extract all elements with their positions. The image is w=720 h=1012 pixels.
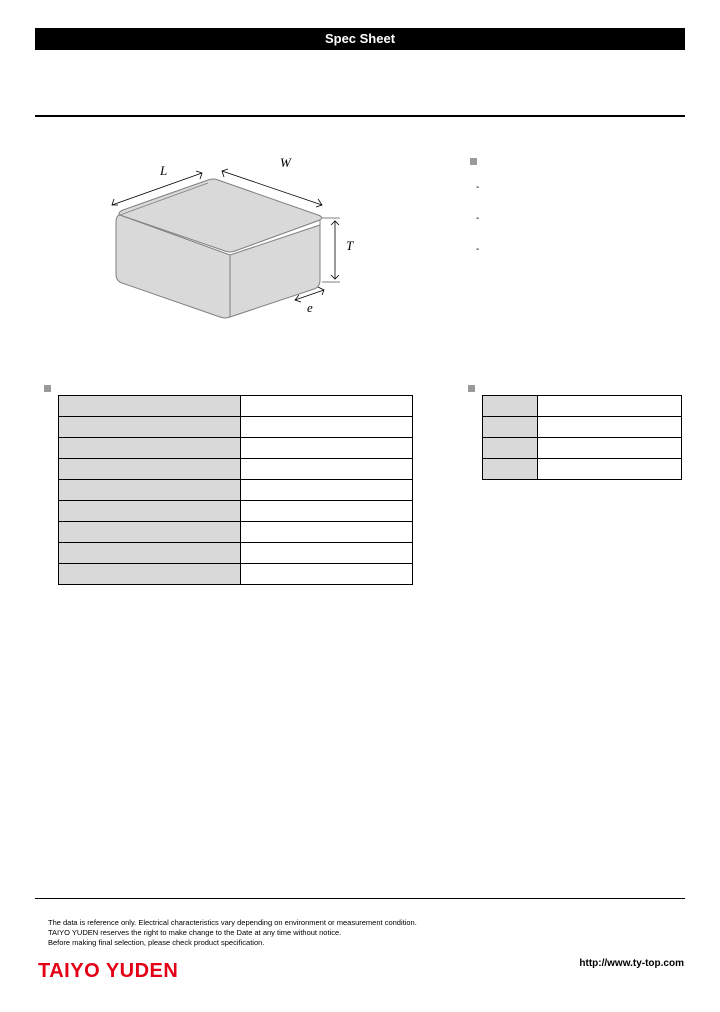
table-row <box>59 480 413 501</box>
dim-label-L: L <box>160 163 167 179</box>
table-row <box>59 459 413 480</box>
note-dash: - <box>476 182 670 193</box>
table-row <box>483 417 682 438</box>
note-dash: - <box>476 244 670 255</box>
table-row <box>59 564 413 585</box>
notes-block: - - - <box>470 158 670 275</box>
table-row <box>59 438 413 459</box>
divider-bottom <box>35 898 685 899</box>
title-bar: Spec Sheet <box>35 28 685 50</box>
bullet-icon <box>44 385 51 392</box>
ratings-table <box>58 395 413 585</box>
company-logo: TAIYO YUDEN <box>38 960 178 983</box>
table-row <box>59 396 413 417</box>
table-row <box>59 543 413 564</box>
company-url: http://www.ty-top.com <box>579 958 684 969</box>
disclaimer-line: TAIYO YUDEN reserves the right to make c… <box>48 928 688 938</box>
dim-label-W: W <box>280 155 291 171</box>
bullet-icon <box>470 158 477 165</box>
table-row <box>483 438 682 459</box>
table-row <box>59 501 413 522</box>
table-row <box>483 459 682 480</box>
divider-top <box>35 115 685 117</box>
disclaimer-line: Before making final selection, please ch… <box>48 938 688 948</box>
table-row <box>483 396 682 417</box>
disclaimer-line: The data is reference only. Electrical c… <box>48 918 688 928</box>
note-dash: - <box>476 213 670 224</box>
bullet-icon <box>468 385 475 392</box>
size-table <box>482 395 682 480</box>
dim-label-e: e <box>307 300 313 316</box>
disclaimer: The data is reference only. Electrical c… <box>48 918 688 948</box>
table-row <box>59 417 413 438</box>
table-row <box>59 522 413 543</box>
component-diagram <box>90 155 370 325</box>
dim-label-T: T <box>346 238 353 254</box>
